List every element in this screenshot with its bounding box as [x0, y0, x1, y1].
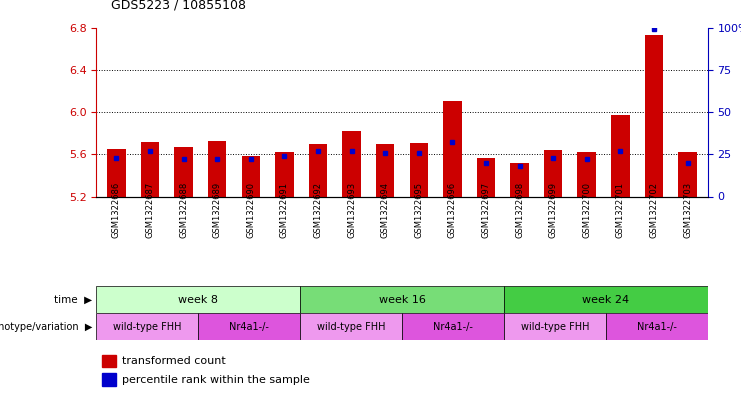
Text: GSM1322700: GSM1322700	[582, 182, 591, 238]
Bar	[198, 313, 300, 340]
Text: GSM1322703: GSM1322703	[683, 182, 692, 238]
Bar	[141, 141, 159, 196]
Bar	[208, 141, 227, 196]
Text: wild-type FHH: wild-type FHH	[317, 321, 385, 332]
Bar	[275, 152, 293, 196]
Text: GSM1322687: GSM1322687	[145, 182, 155, 238]
Text: GSM1322691: GSM1322691	[280, 182, 289, 238]
Bar	[300, 313, 402, 340]
Text: GSM1322688: GSM1322688	[179, 182, 188, 238]
Text: Nr4a1-/-: Nr4a1-/-	[433, 321, 473, 332]
Text: GSM1322693: GSM1322693	[347, 182, 356, 238]
Text: GDS5223 / 10855108: GDS5223 / 10855108	[111, 0, 246, 12]
Text: wild-type FHH: wild-type FHH	[521, 321, 589, 332]
Bar	[544, 150, 562, 196]
Bar	[611, 115, 630, 196]
Bar	[443, 101, 462, 196]
Text: GSM1322689: GSM1322689	[213, 182, 222, 238]
Bar	[645, 35, 663, 197]
Text: percentile rank within the sample: percentile rank within the sample	[122, 375, 310, 385]
Bar	[504, 286, 708, 313]
Bar	[96, 286, 300, 313]
Bar	[678, 152, 697, 196]
Text: wild-type FHH: wild-type FHH	[113, 321, 182, 332]
Bar	[511, 163, 529, 196]
Bar	[107, 149, 126, 196]
Text: time  ▶: time ▶	[55, 295, 93, 305]
Text: GSM1322696: GSM1322696	[448, 182, 457, 238]
Bar	[300, 286, 504, 313]
Text: GSM1322699: GSM1322699	[548, 182, 558, 238]
Text: GSM1322697: GSM1322697	[482, 182, 491, 238]
Bar	[605, 313, 708, 340]
Bar	[102, 355, 116, 367]
Bar	[174, 147, 193, 196]
Bar	[476, 158, 495, 196]
Text: genotype/variation  ▶: genotype/variation ▶	[0, 321, 93, 332]
Text: Nr4a1-/-: Nr4a1-/-	[229, 321, 269, 332]
Text: GSM1322695: GSM1322695	[414, 182, 423, 238]
Text: week 16: week 16	[379, 295, 425, 305]
Bar	[342, 131, 361, 196]
Text: GSM1322701: GSM1322701	[616, 182, 625, 238]
Bar	[96, 313, 198, 340]
Text: GSM1322702: GSM1322702	[649, 182, 659, 238]
Text: GSM1322698: GSM1322698	[515, 182, 524, 238]
Text: week 24: week 24	[582, 295, 629, 305]
Bar	[410, 143, 428, 196]
Text: transformed count: transformed count	[122, 356, 226, 366]
Bar	[242, 156, 260, 196]
Text: week 8: week 8	[179, 295, 218, 305]
Text: GSM1322686: GSM1322686	[112, 182, 121, 238]
Text: GSM1322690: GSM1322690	[246, 182, 256, 238]
Bar	[504, 313, 605, 340]
Bar	[577, 152, 596, 196]
Bar	[376, 144, 394, 196]
Bar	[309, 144, 328, 196]
Bar	[102, 373, 116, 386]
Text: Nr4a1-/-: Nr4a1-/-	[637, 321, 677, 332]
Bar	[402, 313, 504, 340]
Text: GSM1322694: GSM1322694	[381, 182, 390, 238]
Text: GSM1322692: GSM1322692	[313, 182, 322, 238]
